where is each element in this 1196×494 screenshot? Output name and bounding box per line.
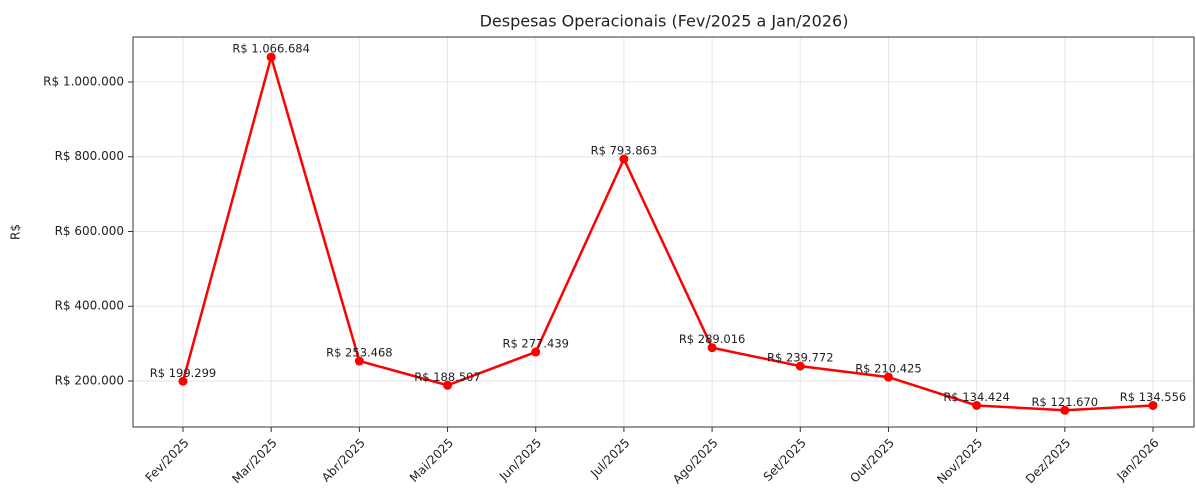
x-tick-label: Fev/2025: [143, 436, 192, 485]
point: [795, 361, 805, 371]
point: [1148, 400, 1158, 410]
x-tick-label: Set/2025: [761, 436, 809, 484]
point: [1060, 405, 1070, 415]
y-tick-label: R$ 800.000: [55, 149, 124, 163]
x-tick-label: Jun/2025: [496, 436, 544, 484]
value-label: R$ 199.299: [150, 366, 217, 380]
x-tick-label: Dez/2025: [1023, 436, 1074, 487]
y-tick-label: R$ 400.000: [55, 299, 124, 313]
point: [354, 356, 364, 366]
value-label: R$ 134.556: [1120, 390, 1187, 404]
value-label: R$ 239.772: [767, 351, 834, 365]
value-label: R$ 121.670: [1032, 395, 1099, 409]
point: [531, 347, 541, 357]
line: [181, 52, 1154, 412]
y-tick-label: R$ 200.000: [55, 373, 124, 387]
value-label: R$ 793.863: [591, 144, 658, 158]
x-tick-label: Mai/2025: [407, 436, 456, 485]
chart-title: Despesas Operacionais (Fev/2025 a Jan/20…: [480, 12, 849, 31]
x-tick-label: Out/2025: [847, 436, 897, 486]
point: [883, 372, 893, 382]
value-label: R$ 277.439: [502, 337, 569, 351]
value-label: R$ 289.016: [679, 332, 746, 346]
value-label: R$ 188.507: [414, 370, 481, 384]
point: [619, 154, 629, 164]
x-tick-label: Ago/2025: [670, 436, 721, 487]
x-tick-label: Jan/2026: [1113, 436, 1161, 484]
value-label: R$ 210.425: [855, 362, 922, 376]
plot-frame: [132, 36, 1195, 428]
x-tick-label: Jul/2025: [587, 436, 632, 481]
y-tick-label: R$ 1.000.000: [43, 74, 124, 88]
value-label: R$ 134.424: [943, 390, 1010, 404]
x-tick-label: Abr/2025: [319, 436, 368, 485]
point: [266, 52, 276, 62]
point: [443, 380, 453, 390]
point: [707, 343, 717, 353]
x-tick-label: Mar/2025: [229, 436, 279, 486]
point: [972, 401, 982, 411]
y-axis-label: R$: [9, 224, 23, 240]
x-tick-label: Nov/2025: [934, 436, 985, 487]
value-label: R$ 1.066.684: [232, 42, 310, 56]
y-tick-label: R$ 600.000: [55, 224, 124, 238]
value-label: R$ 253.468: [326, 346, 393, 360]
point: [178, 376, 188, 386]
